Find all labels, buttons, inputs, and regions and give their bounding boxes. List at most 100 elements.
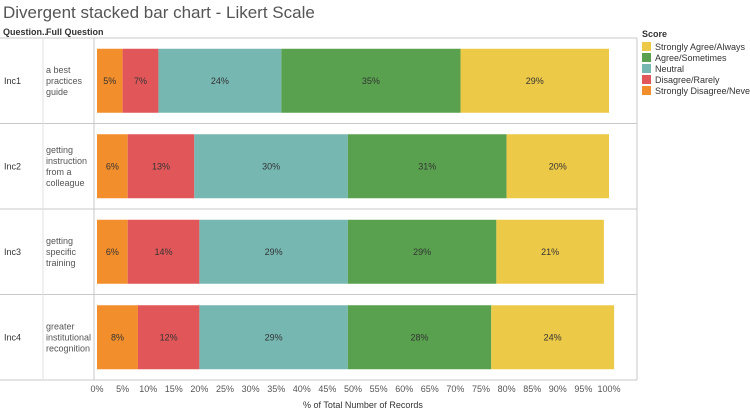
bar-data-label: 29% — [265, 247, 283, 257]
bar-segment — [97, 48, 123, 113]
bar-data-label: 21% — [541, 247, 559, 257]
x-tick-label: 25% — [216, 384, 234, 394]
bar-data-label: 5% — [103, 76, 116, 86]
legend-item: Agree/Sometimes — [642, 52, 750, 63]
legend: Score Strongly Agree/Always Agree/Sometim… — [642, 29, 750, 96]
x-tick-label: 50% — [344, 384, 362, 394]
full-question-text: institutional — [46, 332, 91, 342]
bar-segment — [158, 48, 282, 113]
bar-segment — [347, 305, 492, 370]
bar-data-label: 24% — [211, 76, 229, 86]
x-tick-label: 80% — [498, 384, 516, 394]
bar-data-label: 35% — [362, 76, 380, 86]
bar-data-label: 31% — [418, 161, 436, 171]
x-tick-label: 70% — [446, 384, 464, 394]
full-question-text: getting — [46, 145, 73, 155]
legend-item: Strongly Disagree/Never — [642, 85, 750, 96]
full-question-text: greater — [46, 321, 75, 331]
question-column-header: Question.. — [3, 27, 48, 37]
bar-segment — [127, 134, 195, 199]
bar-data-label: 6% — [106, 247, 119, 257]
bar-segment — [127, 219, 200, 284]
bar-segment — [97, 305, 138, 370]
legend-item: Disagree/Rarely — [642, 74, 750, 85]
bar-data-label: 14% — [155, 247, 173, 257]
legend-swatch — [642, 86, 651, 95]
full-question-text: from a — [46, 167, 72, 177]
x-tick-label: 95% — [574, 384, 592, 394]
x-tick-label: 65% — [421, 384, 439, 394]
full-question-text: recognition — [46, 343, 90, 353]
full-question-text: training — [46, 258, 76, 268]
legend-item: Neutral — [642, 63, 750, 74]
bar-data-label: 7% — [134, 76, 147, 86]
full-question-text: colleague — [46, 178, 85, 188]
bar-segment — [506, 134, 609, 199]
x-tick-label: 0% — [90, 384, 103, 394]
bar-segment — [491, 305, 615, 370]
row-label: Inc3 — [4, 247, 21, 257]
full-question-text: practices — [46, 76, 83, 86]
legend-label: Agree/Sometimes — [655, 52, 727, 63]
bar-data-label: 28% — [411, 332, 429, 342]
full-question-text: specific — [46, 247, 77, 257]
bar-segment — [496, 219, 604, 284]
chart-title: Divergent stacked bar chart - Likert Sca… — [3, 3, 315, 22]
x-tick-label: 90% — [549, 384, 567, 394]
x-tick-label: 30% — [242, 384, 260, 394]
full-question-text: guide — [46, 87, 68, 97]
x-tick-label: 15% — [165, 384, 183, 394]
x-tick-label: 35% — [267, 384, 285, 394]
bar-data-label: 8% — [111, 332, 124, 342]
full-question-column-header: Full Question — [46, 27, 104, 37]
x-tick-label: 40% — [293, 384, 311, 394]
legend-swatch — [642, 42, 651, 51]
row-label: Inc4 — [4, 332, 21, 342]
full-question-text: instruction — [46, 156, 87, 166]
bar-data-label: 30% — [262, 161, 280, 171]
bar-segment — [199, 219, 348, 284]
bar-segment — [460, 48, 609, 113]
bar-data-label: 12% — [160, 332, 178, 342]
legend-swatch — [642, 64, 651, 73]
bar-data-label: 13% — [152, 161, 170, 171]
x-tick-label: 55% — [370, 384, 388, 394]
x-tick-label: 45% — [318, 384, 336, 394]
legend-swatch — [642, 75, 651, 84]
legend-label: Disagree/Rarely — [655, 74, 720, 85]
legend-label: Strongly Disagree/Never — [655, 85, 750, 96]
bar-segment — [97, 134, 128, 199]
x-tick-label: 10% — [139, 384, 157, 394]
full-question-text: getting — [46, 236, 73, 246]
x-axis-title: % of Total Number of Records — [303, 400, 423, 410]
x-tick-label: 85% — [523, 384, 541, 394]
bar-data-label: 29% — [413, 247, 431, 257]
row-label: Inc2 — [4, 161, 21, 171]
bar-segment — [347, 219, 497, 284]
bar-data-label: 20% — [549, 161, 567, 171]
row-label: Inc1 — [4, 76, 21, 86]
bar-segment — [194, 134, 348, 199]
bar-data-label: 29% — [265, 332, 283, 342]
bar-segment — [199, 305, 348, 370]
legend-title: Score — [642, 29, 668, 39]
x-tick-label: 60% — [395, 384, 413, 394]
x-tick-label: 5% — [116, 384, 129, 394]
x-tick-label: 100% — [597, 384, 620, 394]
legend-item: Strongly Agree/Always — [642, 41, 750, 52]
bar-data-label: 6% — [106, 161, 119, 171]
bar-segment — [122, 48, 159, 113]
bar-data-label: 29% — [526, 76, 544, 86]
bar-segment — [97, 219, 128, 284]
legend-swatch — [642, 53, 651, 62]
legend-label: Strongly Agree/Always — [655, 41, 746, 52]
full-question-text: a best — [46, 65, 71, 75]
bar-segment — [281, 48, 461, 113]
x-tick-label: 75% — [472, 384, 490, 394]
x-tick-label: 20% — [190, 384, 208, 394]
legend-label: Neutral — [655, 63, 685, 74]
bar-segment — [347, 134, 507, 199]
bar-segment — [137, 305, 200, 370]
bar-data-label: 24% — [544, 332, 562, 342]
